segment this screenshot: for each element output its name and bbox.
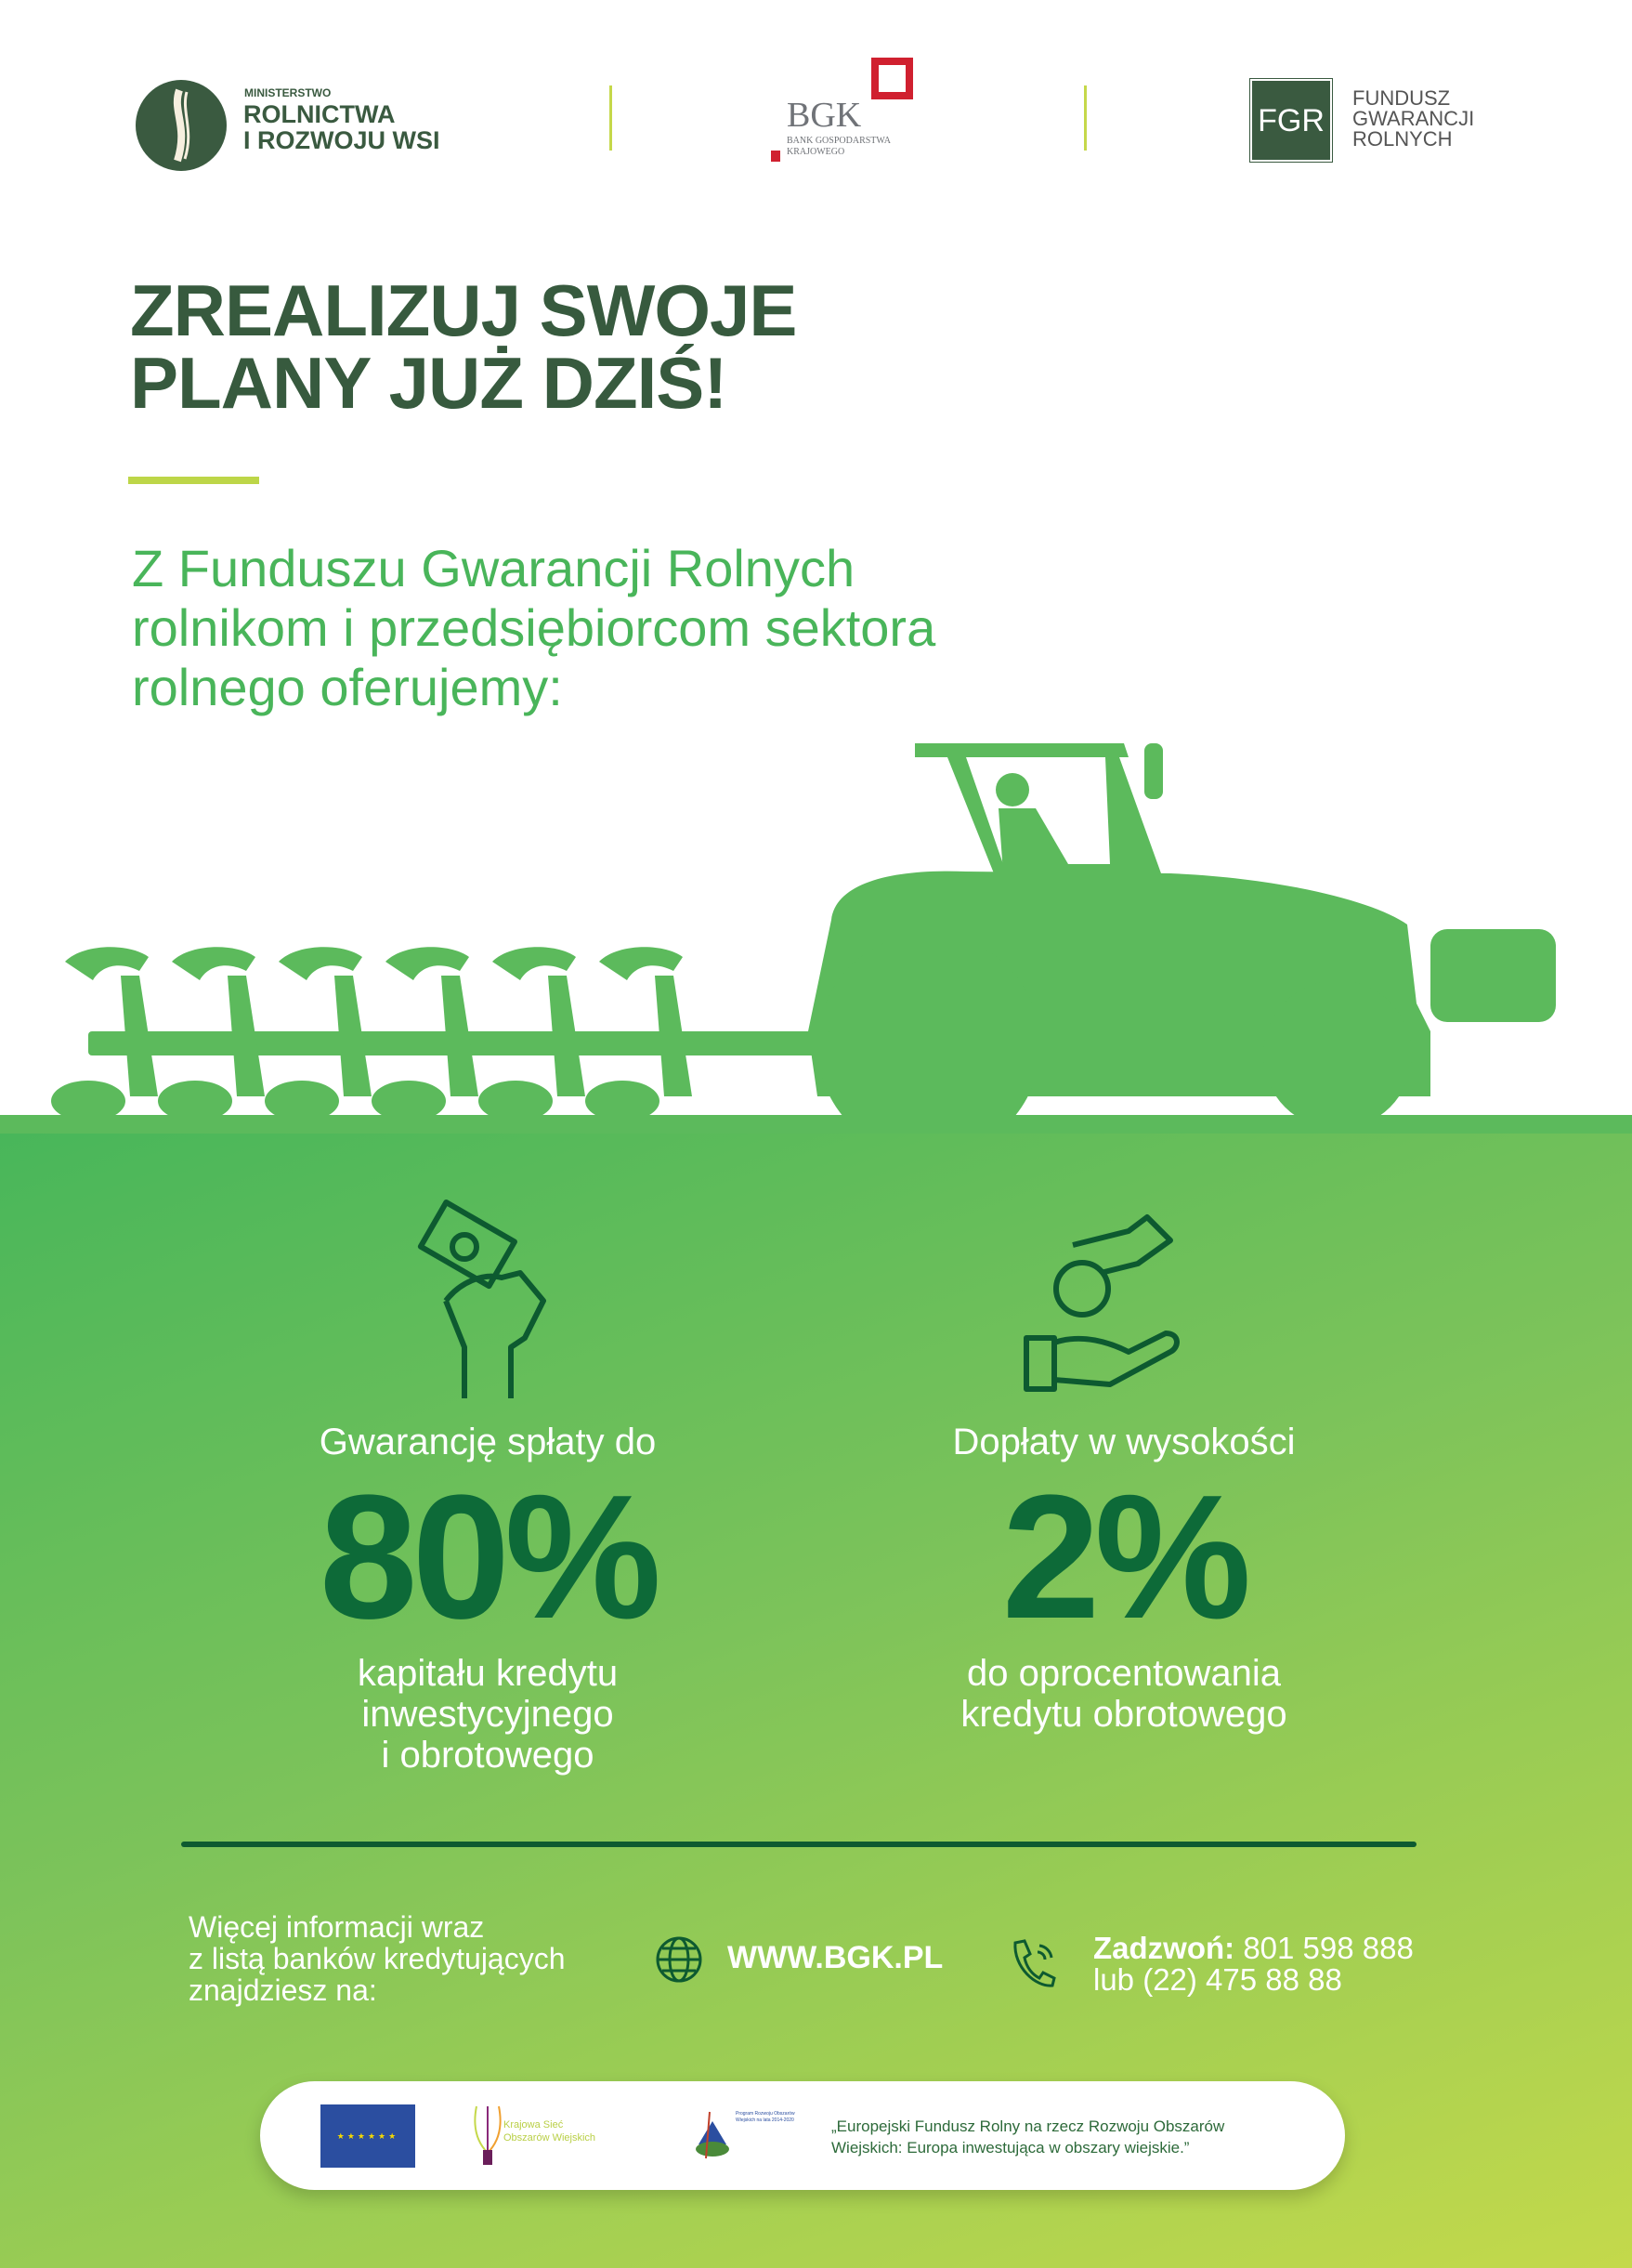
globe-icon: [656, 1936, 702, 1983]
subtitle-line3: rolnego oferujemy:: [132, 658, 563, 716]
subtitle-line1: Z Funduszu Gwarancji Rolnych: [132, 539, 855, 597]
bgk-abbr: BGK: [787, 96, 862, 135]
funding-footer: ★★★★★★ Krajowa Sieć Obszarów Wiejskich Pr…: [260, 2081, 1345, 2190]
fgr-line2: GWARANCJI: [1352, 107, 1475, 130]
bgk-name: BANK GOSPODARSTWA KRAJOWEGO: [787, 136, 891, 158]
fgr-abbr: FGR: [1249, 78, 1333, 163]
tractor-with-plough-illustration: [0, 743, 1632, 1134]
offer-desc-line: i obrotowego: [381, 1735, 594, 1776]
call-label: Zadzwoń:: [1093, 1931, 1235, 1965]
fgr-line3: ROLNYCH: [1352, 127, 1453, 151]
phone-icon: [1013, 1939, 1056, 1987]
info-line3: znajdziesz na:: [189, 1973, 377, 2007]
offer-subsidy: Dopłaty w wysokości 2% do oprocentowania…: [915, 1422, 1333, 1735]
title-line2: PLANY JUŻ DZIŚ!: [130, 342, 727, 424]
ministry-line1: MINISTERSTWO: [244, 86, 332, 99]
offer-value: 2%: [1001, 1459, 1252, 1656]
phone-number-2[interactable]: lub (22) 475 88 88: [1093, 1962, 1342, 1997]
divider: [181, 1842, 1417, 1847]
info-line2: z listą banków kredytujących: [189, 1942, 566, 1975]
bgk-square-icon: [871, 58, 913, 99]
prow-text: Program Rozwoju Obszarów Wiejskich na la…: [736, 2111, 795, 2123]
offer-desc-line: inwestycyjnego: [361, 1694, 614, 1735]
green-background: [0, 1115, 1632, 2268]
ministry-line2: ROLNICTWA: [243, 100, 396, 128]
more-info-text: Więcej informacji wraz z listą banków kre…: [189, 1911, 566, 2006]
prow-logo-icon: [696, 2111, 729, 2159]
ksow-line1: Krajowa Sieć: [503, 2119, 564, 2130]
ministry-line3: I ROZWOJU WSI: [243, 126, 440, 154]
offer-lead: Gwarancję spłaty do: [319, 1422, 657, 1462]
offer-value: 80%: [319, 1459, 661, 1656]
phone-info: Zadzwoń: 801 598 888 lub (22) 475 88 88: [1093, 1933, 1414, 1996]
fgr-name: FUNDUSZ GWARANCJI ROLNYCH: [1352, 88, 1474, 150]
hand-holding-banknote-icon: [417, 1200, 546, 1398]
separator: [1084, 85, 1087, 151]
phone-number-1[interactable]: 801 598 888: [1243, 1931, 1414, 1965]
bgk-line2: KRAJOWEGO: [787, 147, 845, 157]
offer-desc-line: kapitału kredytu: [357, 1653, 619, 1694]
bgk-dot: [771, 151, 780, 162]
eu-flag-icon: ★★★★★★: [320, 2104, 415, 2168]
subtitle-line2: rolnikom i przedsiębiorcom sektora: [132, 598, 936, 657]
offer-desc-line: do oprocentowania: [966, 1653, 1282, 1694]
offer-desc-line: kredytu obrotowego: [960, 1694, 1287, 1735]
subtitle: Z Funduszu Gwarancji Rolnych rolnikom i p…: [132, 539, 935, 717]
ksow-text: Krajowa Sieć Obszarów Wiejskich: [503, 2118, 595, 2144]
separator: [609, 85, 612, 151]
page-title: ZREALIZUJ SWOJE PLANY JUŻ DZIŚ!: [130, 269, 797, 424]
offer-lead: Dopłaty w wysokości: [952, 1422, 1296, 1462]
info-line1: Więcej informacji wraz: [189, 1910, 485, 1944]
ministry-logo: MINISTERSTWO ROLNICTWA I ROZWOJU WSI: [135, 79, 450, 172]
fgr-logo: FGR FUNDUSZ GWARANCJI ROLNYCH: [1249, 78, 1510, 163]
hand-giving-coin-icon: [1024, 1214, 1180, 1392]
eafrd-quote: „Europejski Fundusz Rolny na rzecz Rozwo…: [831, 2116, 1224, 2158]
wheat-emblem-icon: [136, 80, 227, 171]
offer-guarantee: Gwarancję spłaty do 80% kapitału kredytu…: [279, 1422, 697, 1776]
fgr-line1: FUNDUSZ: [1352, 86, 1451, 110]
bgk-logo: BGK BANK GOSPODARSTWA KRAJOWEGO: [771, 58, 929, 169]
quote-line2: Wiejskich: Europa inwestująca w obszary …: [831, 2139, 1190, 2157]
ksow-line2: Obszarów Wiejskich: [503, 2132, 596, 2143]
bgk-line1: BANK GOSPODARSTWA: [787, 136, 891, 146]
title-line1: ZREALIZUJ SWOJE: [130, 269, 797, 351]
ksow-logo-icon: [474, 2105, 502, 2165]
website-link[interactable]: WWW.BGK.PL: [727, 1940, 944, 1975]
accent-line: [128, 477, 259, 484]
quote-line1: „Europejski Fundusz Rolny na rzecz Rozwo…: [831, 2117, 1225, 2135]
